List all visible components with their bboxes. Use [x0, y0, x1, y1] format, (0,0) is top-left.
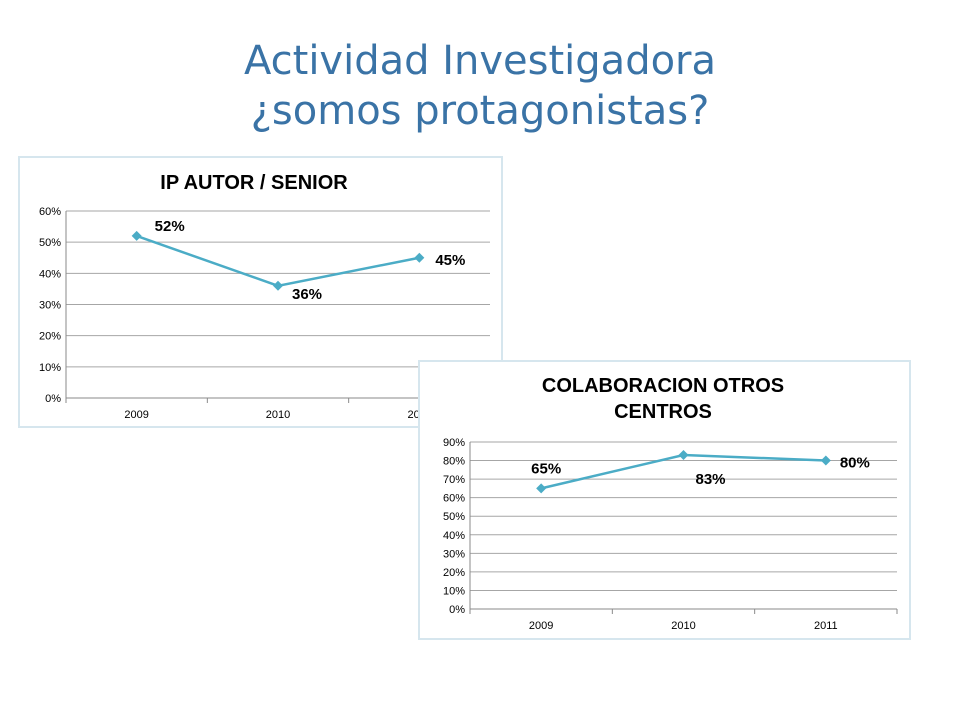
y-tick-label: 60% [39, 206, 61, 218]
chart-title-line1: COLABORACION OTROS [542, 375, 784, 397]
data-point-marker [414, 252, 425, 263]
data-point-marker [273, 280, 283, 291]
data-label: 83% [696, 471, 726, 488]
y-tick-label: 30% [443, 548, 465, 560]
y-tick-label: 20% [443, 567, 465, 579]
data-label: 80% [840, 455, 870, 472]
y-tick-label: 90% [443, 437, 465, 449]
y-tick-label: 60% [443, 493, 465, 505]
y-tick-label: 40% [39, 268, 61, 280]
data-point-marker [678, 449, 689, 460]
chart-colaboracion-svg: COLABORACION OTROS CENTROS 0% 10% 20% 30% 40… [443, 375, 898, 632]
chart-colaboracion-otros-centros: COLABORACION OTROS CENTROS 0% 10% 20% 30% 40… [418, 360, 911, 640]
data-point-marker [131, 230, 142, 241]
x-tick-label: 2009 [124, 409, 148, 421]
chart-ip-autor-senior-svg: IP AUTOR / SENIOR 0% 10% 20% 30% 40% 50% 60% 20… [39, 172, 491, 421]
y-tick-label: 10% [39, 362, 61, 374]
x-tick-label: 2010 [671, 620, 695, 632]
series-line [136, 234, 420, 288]
x-tick-label: 2010 [266, 409, 290, 421]
data-point-marker [820, 455, 831, 466]
slide-title-line2: ¿somos protagonistas? [250, 88, 710, 134]
x-tick-label: 2009 [529, 620, 553, 632]
data-label: 45% [435, 252, 465, 269]
y-tick-label: 20% [39, 331, 61, 343]
slide-title-line1: Actividad Investigadora [243, 38, 717, 84]
data-point-marker [536, 483, 547, 494]
y-tick-label: 50% [39, 237, 61, 249]
y-tick-label: 30% [39, 300, 61, 312]
y-tick-label: 50% [443, 511, 465, 523]
data-label: 36% [292, 286, 322, 303]
series-line [540, 453, 826, 490]
y-tick-label: 10% [443, 585, 465, 597]
slide-title: Actividad Investigadora ¿somos protagoni… [0, 36, 960, 136]
chart-title-line2: CENTROS [614, 401, 712, 423]
y-tick-label: 0% [449, 604, 465, 616]
y-tick-label: 0% [45, 393, 61, 405]
data-label: 52% [155, 218, 185, 235]
y-tick-label: 40% [443, 530, 465, 542]
chart-ip-autor-senior: IP AUTOR / SENIOR 0% 10% 20% 30% 40% 50% 60% 20… [18, 156, 503, 428]
chart-title: IP AUTOR / SENIOR [160, 172, 348, 194]
y-tick-label: 80% [443, 456, 465, 468]
data-label: 65% [531, 460, 561, 477]
y-tick-label: 70% [443, 474, 465, 486]
x-tick-label: 2011 [814, 620, 838, 632]
